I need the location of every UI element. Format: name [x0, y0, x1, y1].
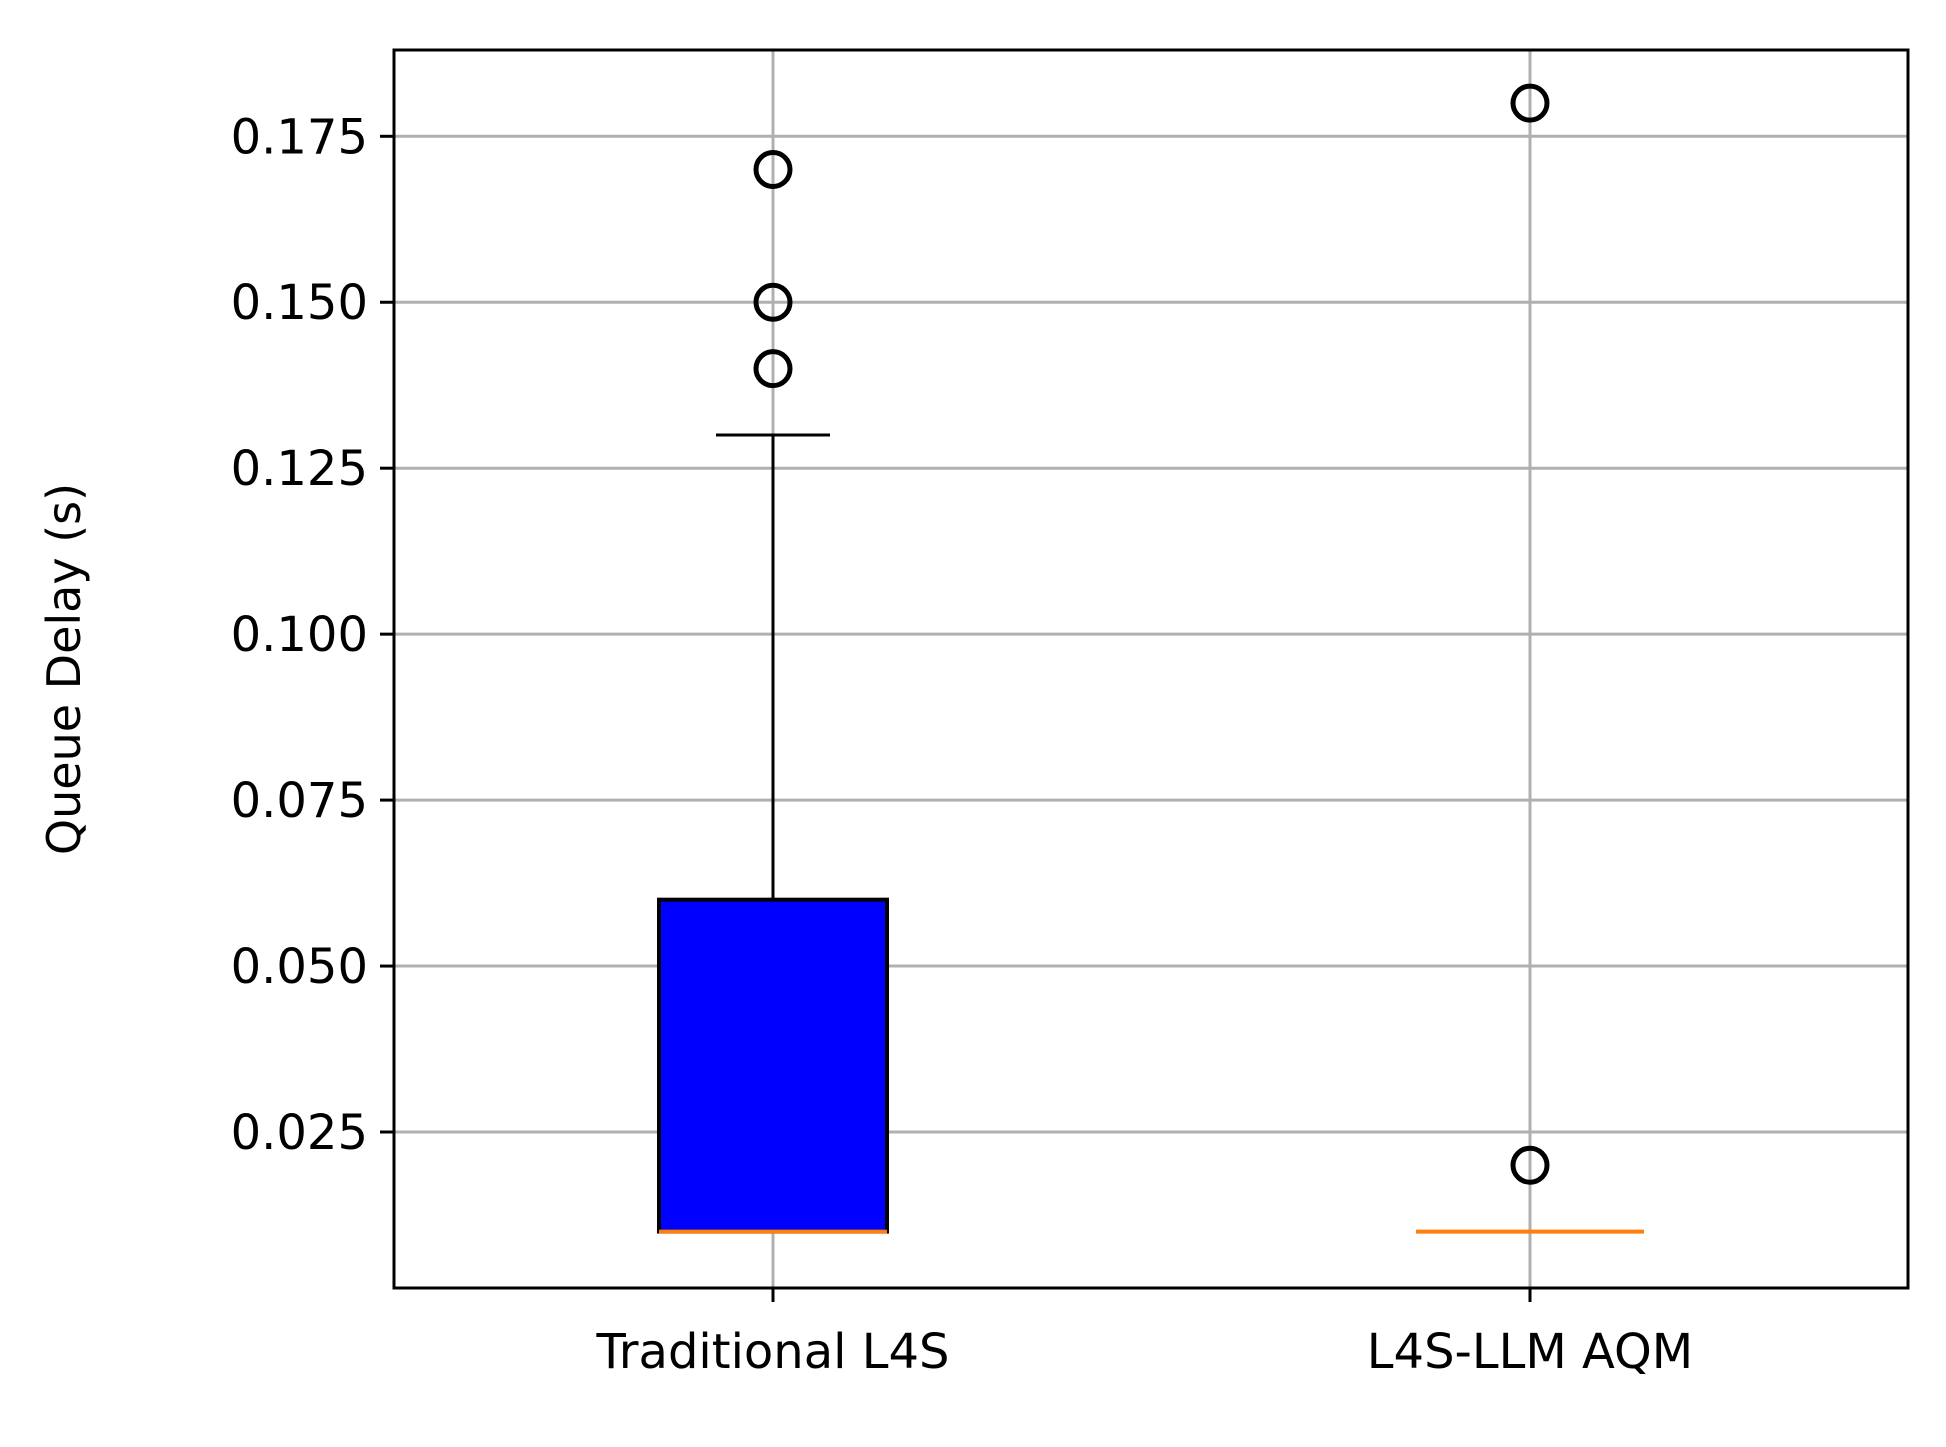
x-tick-label: Traditional L4S	[596, 1324, 950, 1380]
y-axis-label: Queue Delay (s)	[37, 483, 91, 855]
outlier-point	[1510, 83, 1550, 123]
plot-frame	[392, 48, 1910, 1290]
outlier-point	[753, 149, 793, 189]
outlier-point	[753, 282, 793, 322]
grid-lines	[394, 50, 1908, 1288]
outlier-point	[1510, 1145, 1550, 1185]
y-tick-label: 0.150	[231, 275, 368, 331]
y-tick-label: 0.050	[231, 939, 368, 995]
x-axis: Traditional L4S L4S-LLM AQM	[596, 1288, 1693, 1380]
box-elements	[657, 83, 1644, 1234]
y-tick-label: 0.100	[231, 607, 368, 663]
y-tick-label: 0.075	[231, 773, 368, 829]
x-tick-label: L4S-LLM AQM	[1367, 1324, 1693, 1380]
box-body	[657, 897, 889, 1234]
y-axis: 0.025 0.050 0.075 0.100 0.125 0.150 0.175	[231, 109, 394, 1161]
y-tick-label: 0.175	[231, 109, 368, 165]
y-tick-label: 0.025	[231, 1105, 368, 1161]
outlier-point	[753, 349, 793, 389]
y-tick-label: 0.125	[231, 441, 368, 497]
